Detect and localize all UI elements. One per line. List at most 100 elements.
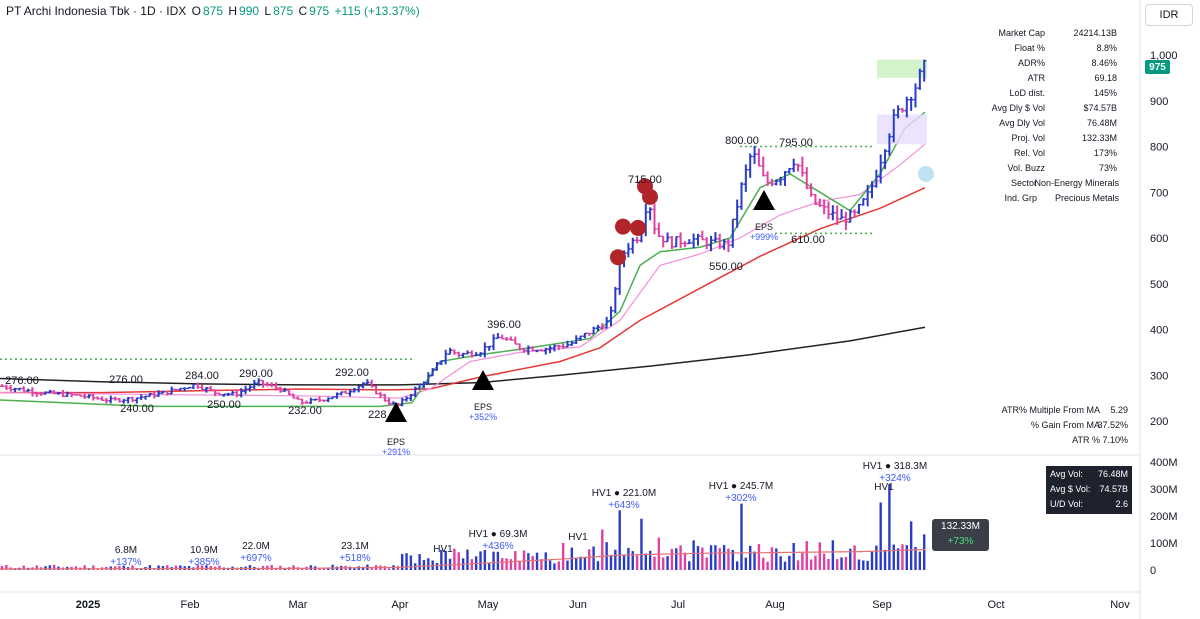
stats-key: ADR% xyxy=(1017,58,1045,68)
ma-stats-value: 5.29 xyxy=(1110,405,1128,415)
low-label: L xyxy=(264,4,272,18)
signal-dot xyxy=(615,218,631,235)
volume-bar xyxy=(653,556,656,570)
volume-bar xyxy=(92,565,95,570)
volume-bar xyxy=(22,565,25,570)
stats-value: 76.48M xyxy=(1086,118,1117,128)
volume-tag-pct: +73% xyxy=(947,536,974,547)
open-label: O xyxy=(191,4,201,18)
volume-bar xyxy=(701,547,704,570)
volume-bar xyxy=(792,543,795,570)
ma10-line xyxy=(0,111,926,408)
volume-bar xyxy=(457,552,460,570)
volume-bar xyxy=(809,559,813,570)
x-tick-label: Apr xyxy=(391,599,408,611)
x-tick-label: Oct xyxy=(987,599,1004,611)
stats-row: Vol. Buzz 73% xyxy=(990,163,1130,178)
volume-bar xyxy=(735,561,739,570)
eps-pct: +999% xyxy=(750,232,778,242)
volume-bar xyxy=(879,502,882,570)
volume-bar xyxy=(849,548,852,570)
avg-vol-value: 76.48M xyxy=(1097,469,1128,479)
volume-bar xyxy=(509,559,513,570)
volume-bar xyxy=(200,565,204,570)
volume-bar xyxy=(679,545,682,570)
volume-bar xyxy=(322,568,326,570)
ma50-line xyxy=(0,187,926,394)
volume-bar xyxy=(522,550,526,570)
volume-bar xyxy=(853,545,856,570)
x-tick-label: Feb xyxy=(181,599,200,611)
volume-bar xyxy=(892,544,895,570)
volume-bar xyxy=(592,546,595,570)
price-label: 715.00 xyxy=(628,174,662,186)
volume-bar xyxy=(488,563,491,570)
avg-dollar-vol-label: Avg $ Vol: xyxy=(1050,484,1091,494)
volume-bar xyxy=(762,557,765,570)
y-tick-label: 500 xyxy=(1150,279,1168,291)
open-value: 875 xyxy=(203,4,224,18)
volume-bar xyxy=(644,553,647,570)
volume-bar xyxy=(166,565,169,570)
volume-tag-value: 132.33M xyxy=(941,521,980,532)
volume-ma-line xyxy=(0,548,926,570)
volume-bar xyxy=(583,556,587,570)
vol-tick-label: 0 xyxy=(1150,565,1156,577)
volume-bar xyxy=(640,518,643,570)
stats-row: ATR 69.18 xyxy=(990,73,1130,88)
symbol-title: PT Archi Indonesia Tbk · 1D · IDX xyxy=(6,4,187,18)
volume-bar xyxy=(157,565,160,570)
volume-bar xyxy=(318,568,321,570)
volume-label: HV1 xyxy=(874,482,894,493)
eps-label: EPS xyxy=(474,402,492,412)
stats-key: Avg Dly $ Vol xyxy=(991,103,1045,113)
volume-pct: +518% xyxy=(339,553,371,564)
buy-zone-box xyxy=(877,59,927,78)
volume-bar xyxy=(744,557,748,570)
volume-bar xyxy=(840,557,843,570)
volume-bar xyxy=(627,547,630,570)
price-label: 232.00 xyxy=(288,405,322,417)
volume-bar xyxy=(766,561,769,570)
stats-row: Avg Dly $ Vol $74.57B xyxy=(990,103,1130,118)
signal-dot xyxy=(642,188,658,205)
volume-bar xyxy=(5,564,8,570)
volume-bar xyxy=(844,556,848,570)
stats-value: 73% xyxy=(1098,163,1117,173)
volume-bar xyxy=(270,564,273,570)
current-signal-dot xyxy=(918,165,934,182)
volume-bar xyxy=(409,555,413,570)
stats-row: ADR% 8.46% xyxy=(990,58,1130,73)
volume-bar xyxy=(535,552,539,570)
low-value: 875 xyxy=(273,4,294,18)
volume-bar xyxy=(422,560,426,570)
stats-key: Market Cap xyxy=(998,28,1045,38)
volume-bar xyxy=(35,565,38,570)
stats-value: Precious Metals xyxy=(1054,193,1119,203)
volume-bar xyxy=(814,555,817,570)
stats-row: Avg Dly Vol 76.48M xyxy=(990,118,1130,133)
volume-bar xyxy=(440,549,443,570)
eps-triangle-icon xyxy=(753,190,775,210)
volume-bar xyxy=(514,551,517,570)
price-label: 240.00 xyxy=(120,403,154,415)
stats-table: Market Cap 24214.13B Float % 8.8% ADR% 8.46% A… xyxy=(990,28,1130,213)
currency-button[interactable]: IDR xyxy=(1145,4,1193,26)
volume-bar xyxy=(905,545,908,570)
volume-bar xyxy=(83,565,86,570)
volume-bar xyxy=(331,564,334,570)
volume-bar xyxy=(909,521,913,570)
volume-bar xyxy=(883,549,887,570)
volume-bar xyxy=(218,565,221,570)
price-label: 290.00 xyxy=(239,368,273,380)
ma-stats-key: ATR % xyxy=(1072,435,1100,445)
ma-stats-key: ATR% Multiple From MA xyxy=(1001,405,1100,415)
volume-bar xyxy=(796,560,800,570)
volume-bar xyxy=(540,559,543,570)
volume-bar xyxy=(718,548,721,570)
volume-bar xyxy=(675,548,678,570)
stats-value: Non-Energy Minerals xyxy=(1034,178,1119,188)
volume-bar xyxy=(862,560,865,570)
volume-bar xyxy=(435,562,439,570)
